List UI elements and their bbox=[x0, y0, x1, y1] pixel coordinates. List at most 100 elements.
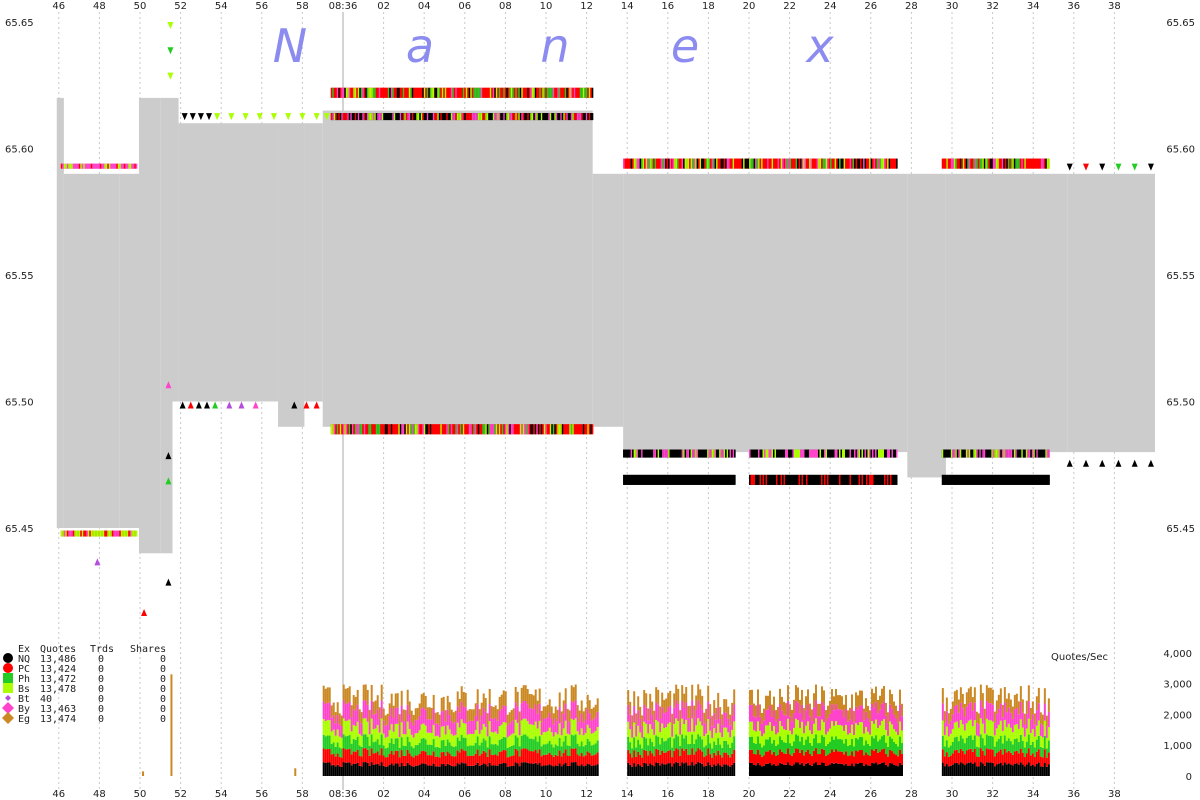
ask-band-c-tick bbox=[943, 158, 945, 169]
ask-band-2-tick bbox=[461, 113, 463, 121]
ask-band-tick bbox=[509, 87, 511, 98]
quote-rate-bar bbox=[883, 734, 885, 749]
quote-rate-bar bbox=[1029, 755, 1032, 766]
quote-rate-bar bbox=[959, 687, 962, 703]
bid-band-g-tick bbox=[968, 474, 971, 485]
ask-band-tick bbox=[342, 87, 345, 98]
quote-rate-bar bbox=[358, 709, 361, 721]
quote-rate-bar bbox=[322, 685, 325, 702]
quote-rate-bar bbox=[651, 764, 654, 776]
quote-rate-bar bbox=[346, 720, 349, 736]
quote-rate-bar bbox=[639, 754, 642, 766]
ask-band-2-tick bbox=[440, 113, 442, 121]
quote-rate-bar bbox=[1007, 693, 1010, 708]
bid-band-b-tick bbox=[716, 449, 718, 458]
bid-band-f-tick bbox=[780, 474, 782, 485]
quote-rate-bar bbox=[350, 743, 353, 755]
quote-rate-bar bbox=[831, 749, 833, 763]
bid-band-c-tick bbox=[773, 449, 775, 458]
quote-rate-bar bbox=[1043, 720, 1046, 736]
quote-rate-bar bbox=[955, 704, 958, 722]
quote-rate-bar bbox=[755, 754, 757, 766]
quote-rate-bar bbox=[594, 731, 597, 744]
preopen-ask-tick bbox=[101, 163, 103, 169]
bid-band-f-tick bbox=[758, 474, 760, 485]
ask-band-tick bbox=[482, 87, 484, 98]
ask-band-2-tick bbox=[452, 113, 454, 121]
ask-band-b-tick bbox=[627, 158, 630, 169]
bid-band-e-tick bbox=[666, 474, 669, 485]
bid-band-d-tick bbox=[986, 449, 989, 458]
bid-band-b-tick bbox=[669, 449, 672, 458]
quote-rate-bar bbox=[943, 746, 946, 757]
ask-band-tick bbox=[359, 87, 361, 98]
legend-trades: 0 bbox=[98, 674, 104, 685]
ask-band-tick bbox=[366, 87, 369, 98]
quote-rate-bar bbox=[566, 708, 569, 721]
ask-band-tick bbox=[347, 87, 349, 98]
ask-band-b-tick bbox=[761, 158, 763, 169]
ask-band-2-tick bbox=[371, 113, 373, 121]
quote-rate-bar bbox=[1047, 727, 1050, 741]
ask-band-tick bbox=[500, 87, 502, 98]
quote-rate-bar bbox=[891, 751, 893, 764]
quote-rate-bar bbox=[372, 742, 375, 754]
bid-band-c-tick bbox=[768, 449, 770, 458]
quote-rate-bar bbox=[406, 749, 409, 763]
ask-band-2-tick bbox=[438, 113, 441, 121]
quote-rate-bar bbox=[446, 709, 449, 726]
quote-rate-bar bbox=[989, 749, 992, 763]
quote-rate-bar bbox=[1023, 766, 1026, 776]
bid-band-tick bbox=[522, 424, 525, 435]
bid-band-f-tick bbox=[830, 474, 832, 485]
quote-rate-bar bbox=[635, 756, 638, 767]
bid-band-tick bbox=[560, 424, 562, 435]
quote-rate-bar bbox=[635, 713, 638, 725]
ask-band-tick bbox=[330, 87, 333, 98]
bid-band-b-tick bbox=[660, 449, 663, 458]
ask-band-b-tick bbox=[684, 158, 687, 169]
quote-rate-bar bbox=[839, 724, 841, 740]
quote-rate-bar bbox=[639, 732, 642, 745]
bid-band-tick bbox=[366, 424, 369, 435]
ask-band-b-tick bbox=[884, 158, 886, 169]
ask-band-tick bbox=[348, 87, 351, 98]
bid-band-b-tick bbox=[686, 449, 688, 458]
ask-band-tick bbox=[515, 87, 517, 98]
quote-rate-bar bbox=[426, 765, 429, 776]
bid-band-f-tick bbox=[876, 474, 878, 485]
ask-band-2-tick bbox=[548, 113, 550, 121]
quote-rate-bar bbox=[480, 753, 483, 765]
time-tick-bottom: 06 bbox=[458, 789, 471, 800]
ask-band-c-tick bbox=[989, 158, 992, 169]
quote-rate-bar bbox=[416, 765, 419, 776]
ask-band-tick bbox=[360, 87, 363, 98]
quote-rate-bar bbox=[779, 721, 781, 737]
quote-rate-bar bbox=[709, 743, 712, 755]
bid-band-b-tick bbox=[674, 449, 676, 458]
quote-rate-bar bbox=[811, 709, 813, 722]
quote-rate-bar bbox=[821, 719, 823, 736]
ask-band-2-tick bbox=[414, 113, 417, 121]
quote-rate-bar bbox=[729, 766, 732, 776]
quote-rate-bar bbox=[1019, 701, 1022, 720]
ask-band-2-tick bbox=[471, 113, 474, 121]
quote-rate-bar bbox=[755, 705, 757, 718]
spread-segment bbox=[138, 97, 161, 554]
ask-band-2-tick bbox=[354, 113, 357, 121]
bid-band-c-tick bbox=[770, 449, 772, 458]
bid-band-g-tick bbox=[962, 474, 965, 485]
bid-band-tick bbox=[411, 424, 414, 435]
quote-rate-bar bbox=[426, 707, 429, 720]
bid-band-g-tick bbox=[1003, 474, 1005, 485]
quote-rate-bar bbox=[532, 763, 535, 776]
quote-rate-bar bbox=[643, 704, 646, 722]
quote-rate-bar bbox=[751, 704, 753, 722]
quote-rate-bar bbox=[414, 755, 417, 766]
quote-rate-bar bbox=[566, 733, 569, 746]
quote-rate-bar bbox=[1001, 743, 1004, 755]
quote-rate-bar bbox=[512, 720, 515, 734]
quote-rate-bar bbox=[751, 721, 753, 737]
quote-rate-bar bbox=[420, 751, 423, 764]
